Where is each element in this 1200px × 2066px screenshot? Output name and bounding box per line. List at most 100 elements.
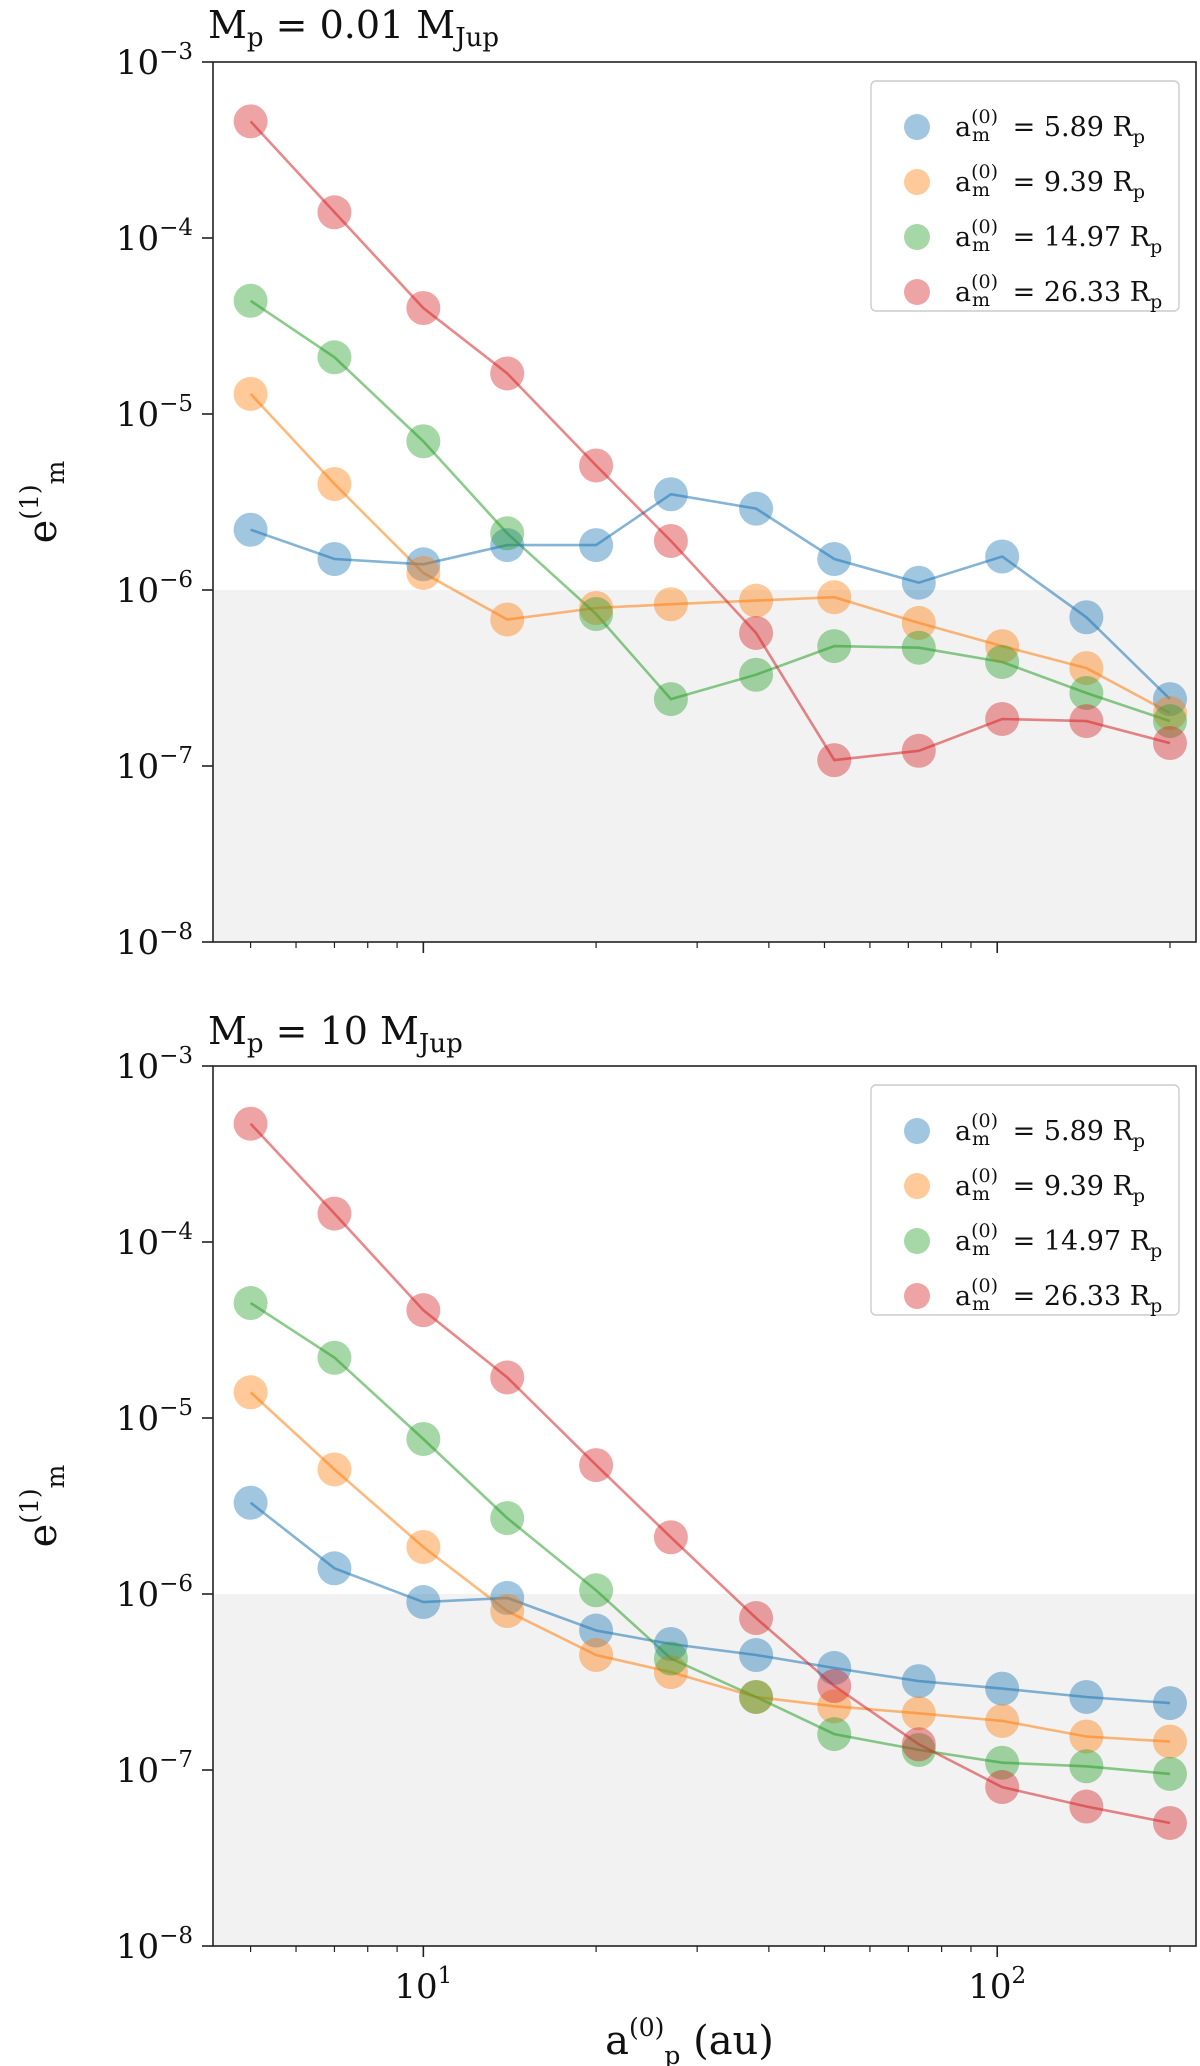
data-point xyxy=(579,1638,614,1673)
data-point xyxy=(817,1669,852,1704)
legend-unit-subscript: p xyxy=(1133,1130,1145,1152)
legend-superscript: (0) xyxy=(971,216,998,238)
legend-superscript: (0) xyxy=(971,161,998,183)
legend-value: = 9.39 R xyxy=(1004,167,1133,198)
y-tick-exponent: −8 xyxy=(159,1923,193,1949)
y-tick-base: 10 xyxy=(116,1751,159,1791)
y-axis-subscript: m xyxy=(41,460,70,484)
data-point xyxy=(985,644,1020,679)
data-point xyxy=(901,1696,936,1731)
data-point xyxy=(739,491,774,526)
y-tick-label: 10−3 xyxy=(116,39,193,83)
y-tick-exponent: −6 xyxy=(159,1571,193,1597)
legend-value: = 5.89 R xyxy=(1004,112,1133,143)
y-tick-label: 10−5 xyxy=(116,1395,193,1439)
data-point xyxy=(579,591,614,626)
series-line xyxy=(249,393,1171,715)
data-point xyxy=(985,1770,1020,1805)
legend-label: a(0) m = 14.97 Rp xyxy=(955,216,1162,258)
data-point xyxy=(490,1501,525,1536)
y-tick-exponent: −4 xyxy=(159,1219,193,1245)
data-point xyxy=(406,1421,441,1456)
y-tick-label: 10−7 xyxy=(116,1747,193,1791)
y-tick-base: 10 xyxy=(116,747,159,787)
panel-top: 10−810−710−610−510−410−3Mp = 0.01 MJupe(… xyxy=(15,3,1197,963)
y-axis-label: e(1)m xyxy=(15,1464,70,1547)
data-point xyxy=(901,630,936,665)
data-point xyxy=(653,523,688,558)
x-tick-base: 10 xyxy=(394,1967,437,2007)
data-point xyxy=(739,1679,774,1714)
legend-unit-subscript: p xyxy=(1150,236,1162,258)
data-point xyxy=(406,424,441,459)
legend-subscript: m xyxy=(972,179,990,201)
legend-symbol: a xyxy=(955,1171,971,1202)
title-subscript: p xyxy=(247,1029,264,1059)
series-line xyxy=(249,1122,1171,1825)
legend-unit-subscript: p xyxy=(1133,181,1145,203)
y-tick-base: 10 xyxy=(116,923,159,963)
y-axis-symbol: e xyxy=(20,1524,66,1548)
data-point xyxy=(1069,704,1104,739)
y-tick-base: 10 xyxy=(116,1399,159,1439)
data-point xyxy=(317,467,352,502)
data-point xyxy=(490,1580,525,1615)
legend-symbol: a xyxy=(955,222,971,253)
data-point xyxy=(1152,682,1187,717)
data-point xyxy=(739,583,774,618)
legend-subscript: m xyxy=(972,1128,990,1150)
data-point xyxy=(985,539,1020,574)
y-tick-label: 10−6 xyxy=(116,567,193,611)
data-point xyxy=(579,1573,614,1608)
x-axis-symbol: a xyxy=(605,2018,629,2064)
legend-superscript: (0) xyxy=(971,1110,998,1132)
data-point xyxy=(406,291,441,326)
x-tick-label: 101 xyxy=(394,1963,452,2007)
data-point xyxy=(1152,1756,1187,1791)
y-tick-label: 10−5 xyxy=(116,391,193,435)
legend-symbol: a xyxy=(955,1116,971,1147)
data-point xyxy=(739,615,774,650)
x-axis-superscript: (0) xyxy=(629,2013,664,2042)
x-axis-unit: (au) xyxy=(680,2018,774,2064)
data-point xyxy=(317,1340,352,1375)
x-tick-exponent: 1 xyxy=(438,1963,453,1989)
data-point xyxy=(817,1717,852,1752)
legend-superscript: (0) xyxy=(971,1275,998,1297)
data-point xyxy=(985,1671,1020,1706)
y-tick-base: 10 xyxy=(116,219,159,259)
legend-superscript: (0) xyxy=(971,106,998,128)
x-axis-label: a(0)p (au) xyxy=(605,2013,774,2066)
y-tick-exponent: −6 xyxy=(159,567,193,593)
legend-marker xyxy=(904,169,930,195)
y-tick-exponent: −5 xyxy=(159,391,193,417)
axes-frame xyxy=(212,61,1197,943)
data-point xyxy=(490,528,525,563)
data-point xyxy=(985,1745,1020,1780)
data-point xyxy=(1152,1805,1187,1840)
series-line xyxy=(250,492,1171,701)
data-point xyxy=(317,195,352,230)
data-point xyxy=(317,542,352,577)
legend-value: = 9.39 R xyxy=(1004,1171,1133,1202)
legend-subscript: m xyxy=(972,1238,990,1260)
data-point xyxy=(739,1638,774,1673)
y-tick-exponent: −8 xyxy=(159,919,193,945)
data-point xyxy=(579,1448,614,1483)
data-point xyxy=(739,657,774,692)
data-point xyxy=(901,565,936,600)
legend-label: a(0) m = 26.33 Rp xyxy=(955,1275,1162,1317)
data-point xyxy=(817,1689,852,1724)
data-point xyxy=(490,1594,525,1629)
data-point xyxy=(406,547,441,582)
data-point xyxy=(1069,651,1104,686)
legend-unit-subscript: p xyxy=(1133,1185,1145,1207)
data-point xyxy=(233,376,268,411)
data-point xyxy=(1069,675,1104,710)
title-symbol: M xyxy=(208,1009,247,1053)
x-tick-exponent: 2 xyxy=(1012,1963,1027,1989)
y-tick-base: 10 xyxy=(116,43,159,83)
y-axis-symbol: e xyxy=(20,520,66,544)
